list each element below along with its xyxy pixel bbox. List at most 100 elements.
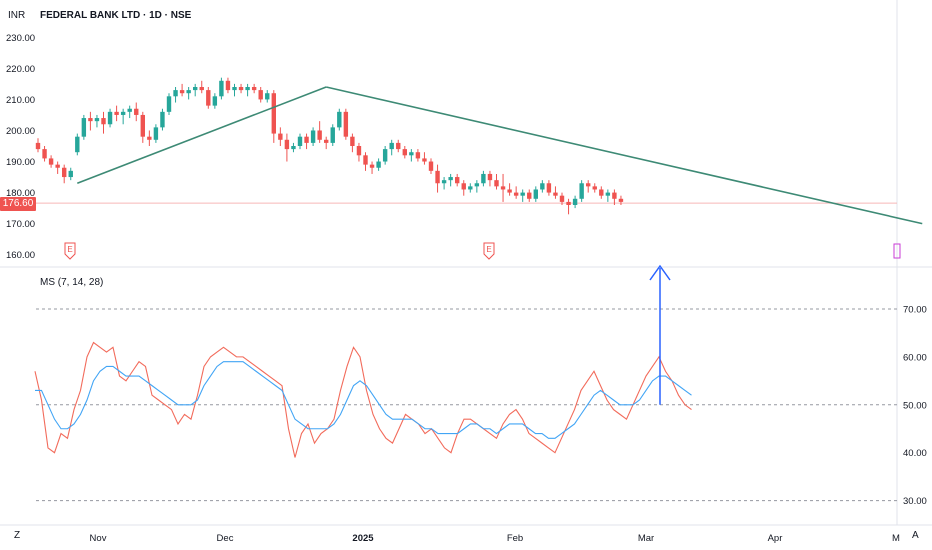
candle-body (186, 90, 191, 94)
candle-body (114, 111, 119, 115)
candle-body (101, 118, 106, 125)
oscillator-tick-label: 50.00 (903, 400, 927, 411)
candle-body (35, 142, 41, 150)
corner-right-label: A (912, 530, 919, 541)
oscillator-tick-label: 60.00 (903, 352, 927, 363)
gridlines (0, 0, 932, 526)
earnings-marker-2: E (483, 242, 495, 260)
candle-body (507, 189, 512, 193)
candle-body (238, 87, 244, 91)
candle-body (206, 90, 211, 106)
candle-body (494, 180, 499, 187)
oscillator-tick-label: 70.00 (903, 304, 927, 315)
time-tick-label: 2025 (352, 533, 374, 544)
candle-body (258, 90, 263, 100)
candle-body (219, 80, 224, 97)
candle-body (586, 183, 591, 187)
earnings-marker-label: E (486, 245, 491, 254)
time-tick-label: Nov (90, 533, 107, 544)
axis-ticks: 230.00 220.00 210.00 200.00 190.00 180.00 170.… (6, 33, 927, 544)
right-edge-marker (893, 243, 901, 259)
last-price-tag: 176.60 (0, 197, 36, 211)
candle-body (520, 192, 525, 196)
candle-body (166, 96, 172, 112)
candle-body (127, 108, 132, 112)
oscillator-tick-label: 30.00 (903, 496, 927, 507)
candle-body (389, 142, 394, 150)
candle-body (42, 149, 47, 159)
candle-body (441, 180, 447, 184)
candle-body (107, 111, 113, 125)
candle-body (448, 177, 453, 181)
price-tick-label: 230.00 (6, 33, 35, 44)
candle-body (212, 96, 218, 106)
candle-body (304, 136, 309, 143)
candle-body (173, 90, 178, 97)
candle-body (409, 152, 414, 156)
candle-body (435, 170, 440, 184)
candle-body (363, 155, 368, 165)
candle-body (500, 186, 506, 190)
candle-body (199, 87, 204, 91)
candle-body (533, 189, 538, 199)
candle-body (251, 87, 257, 91)
indicator-label: MS (7, 14, 28) (40, 277, 104, 288)
candle-body (513, 192, 519, 196)
candle-body (559, 195, 565, 202)
candle-body (540, 183, 545, 190)
earnings-marker-shape (64, 242, 76, 260)
candle-body (88, 118, 93, 122)
earnings-marker-label: E (67, 245, 72, 254)
oscillator-fast-line (34, 341, 692, 458)
candle-body (618, 198, 624, 202)
candle-body (572, 198, 578, 205)
candle-body (330, 127, 335, 143)
candle-body (422, 158, 427, 162)
price-tick-label: 170.00 (6, 219, 35, 230)
candle-body (396, 142, 401, 150)
price-tick-label: 200.00 (6, 126, 35, 137)
price-tick-label: 210.00 (6, 95, 35, 106)
candle-body (94, 118, 100, 122)
candle-body (278, 133, 283, 140)
chart-title: FEDERAL BANK LTD · 1D · NSE (40, 10, 192, 21)
candle-body (527, 192, 532, 199)
trendlines (77, 86, 923, 225)
price-tick-label: 190.00 (6, 157, 35, 168)
candle-body (68, 170, 73, 178)
candle-body (153, 127, 159, 140)
price-tick-label: 180.00 (6, 188, 35, 199)
candle-body (337, 111, 342, 128)
candle-body (324, 139, 329, 143)
earnings-marker-shape (483, 242, 495, 260)
corner-left-label: Z (14, 530, 21, 541)
candle-body (75, 136, 80, 153)
candle-body (455, 177, 460, 184)
candle-body (297, 136, 303, 146)
candle-body (487, 173, 493, 181)
oscillator-slow-line (35, 361, 692, 439)
candle-body (55, 164, 60, 168)
candle-body (140, 114, 145, 137)
candle-body (48, 158, 54, 165)
candle-body (62, 167, 67, 178)
candle-body (179, 90, 185, 94)
candle-body (81, 118, 87, 137)
candle-body (265, 93, 270, 100)
candle-body (134, 108, 139, 115)
trendline (326, 86, 923, 225)
candle-body (284, 139, 290, 150)
trendline (77, 86, 327, 185)
candle-body (468, 186, 473, 190)
candle-body (271, 93, 276, 134)
time-tick-label: Apr (768, 533, 783, 544)
candle-body (245, 87, 250, 91)
candle-body (605, 192, 611, 196)
oscillator-series (34, 264, 692, 458)
time-tick-label: Feb (507, 533, 523, 544)
candle-body (160, 111, 165, 128)
candle-body (317, 130, 322, 140)
candle-body (553, 192, 558, 196)
candle-body (120, 111, 126, 115)
candle-body (193, 87, 198, 91)
